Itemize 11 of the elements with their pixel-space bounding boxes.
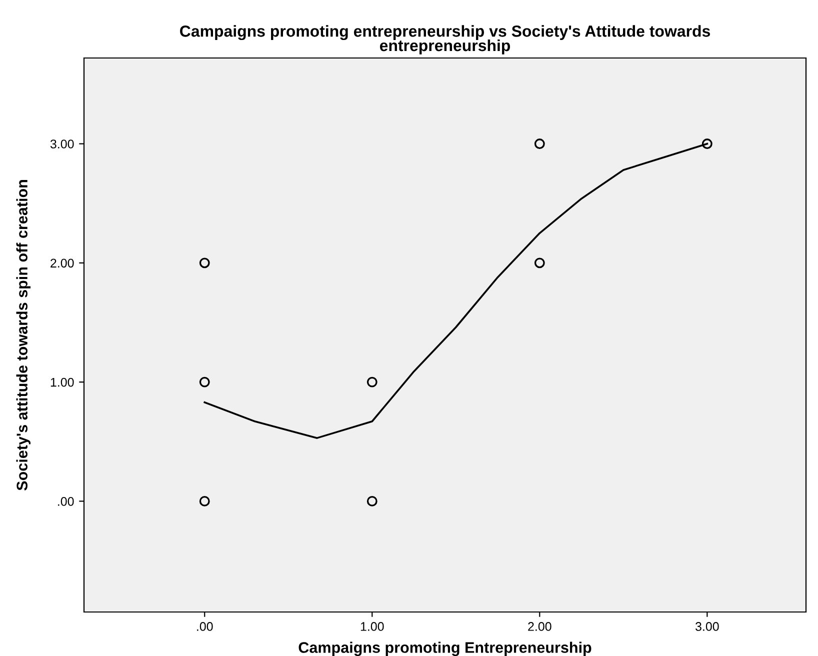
y-tick-label: 1.00 [50,378,74,387]
x-tick-label: 1.00 [360,622,384,631]
x-axis-title: Campaigns promoting Entrepreneurship [298,642,592,656]
chart-title: Campaigns promoting entrepreneurship vs Society's Attitude towards entrepreneurship [180,25,710,54]
y-axis-title: Society's attitude towards spin off creation [16,180,31,490]
y-tick-label: .00 [58,497,74,506]
x-tick-label: 3.00 [695,622,719,631]
y-tick-label: 2.00 [50,258,74,268]
x-tick-label: 2.00 [528,622,552,631]
y-tick-label: 3.00 [50,140,74,148]
x-tick-label: .00 [197,622,213,631]
